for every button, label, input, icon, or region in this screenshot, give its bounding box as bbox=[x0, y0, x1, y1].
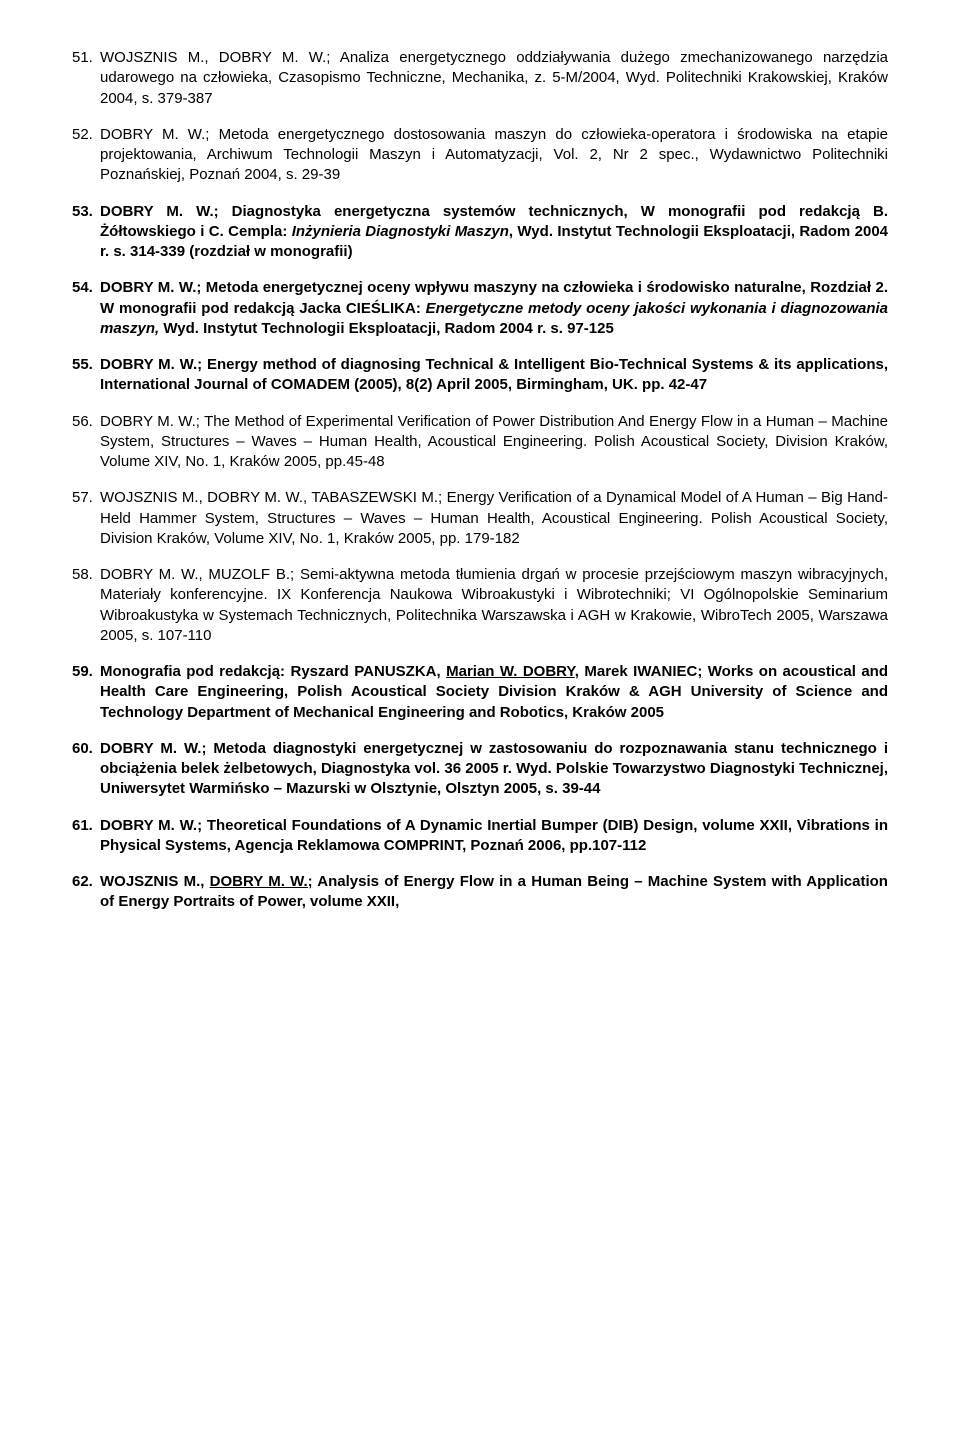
entry-text: DOBRY M. W.; Theoretical Foundations of … bbox=[100, 817, 888, 854]
entry-number: 56. bbox=[72, 412, 100, 473]
entry-body: WOJSZNIS M., DOBRY M. W., TABASZEWSKI M.… bbox=[100, 488, 888, 549]
bibliography-entry: 56.DOBRY M. W.; The Method of Experiment… bbox=[72, 412, 888, 473]
bibliography-entry: 62.WOJSZNIS M., DOBRY M. W.; Analysis of… bbox=[72, 872, 888, 913]
entry-text: , Marek IWANIEC bbox=[575, 663, 698, 680]
entry-text: Monografia pod redakcją: Ryszard PANUSZK… bbox=[100, 663, 446, 680]
entry-number: 54. bbox=[72, 278, 100, 339]
entry-text: Inżynieria Diagnostyki Maszyn bbox=[292, 223, 509, 240]
entry-text: Wyd. Instytut Technologii Eksploatacji, … bbox=[163, 320, 613, 337]
entry-body: DOBRY M. W.; Energy method of diagnosing… bbox=[100, 355, 888, 396]
entry-number: 55. bbox=[72, 355, 100, 396]
entry-body: DOBRY M. W.; Metoda energetycznej oceny … bbox=[100, 278, 888, 339]
bibliography-entry: 57.WOJSZNIS M., DOBRY M. W., TABASZEWSKI… bbox=[72, 488, 888, 549]
entry-body: DOBRY M. W.; Theoretical Foundations of … bbox=[100, 816, 888, 857]
entry-text: DOBRY M. W.; Metoda diagnostyki energety… bbox=[100, 740, 888, 798]
bibliography-list: 51.WOJSZNIS M., DOBRY M. W.; Analiza ene… bbox=[72, 48, 888, 913]
entry-number: 53. bbox=[72, 202, 100, 263]
bibliography-entry: 53.DOBRY M. W.; Diagnostyka energetyczna… bbox=[72, 202, 888, 263]
bibliography-entry: 61.DOBRY M. W.; Theoretical Foundations … bbox=[72, 816, 888, 857]
bibliography-entry: 54.DOBRY M. W.; Metoda energetycznej oce… bbox=[72, 278, 888, 339]
entry-body: Monografia pod redakcją: Ryszard PANUSZK… bbox=[100, 662, 888, 723]
entry-body: DOBRY M. W., MUZOLF B.; Semi-aktywna met… bbox=[100, 565, 888, 646]
entry-body: DOBRY M. W.; Metoda diagnostyki energety… bbox=[100, 739, 888, 800]
entry-text: DOBRY M. W., MUZOLF B.; Semi-aktywna met… bbox=[100, 566, 888, 644]
entry-body: DOBRY M. W.; Metoda energetycznego dosto… bbox=[100, 125, 888, 186]
entry-number: 61. bbox=[72, 816, 100, 857]
entry-number: 59. bbox=[72, 662, 100, 723]
entry-body: WOJSZNIS M., DOBRY M. W.; Analiza energe… bbox=[100, 48, 888, 109]
entry-body: WOJSZNIS M., DOBRY M. W.; Analysis of En… bbox=[100, 872, 888, 913]
entry-number: 51. bbox=[72, 48, 100, 109]
entry-text: WOJSZNIS M., bbox=[100, 873, 210, 890]
entry-text: WOJSZNIS M., DOBRY M. W.; Analiza energe… bbox=[100, 49, 888, 107]
entry-number: 52. bbox=[72, 125, 100, 186]
entry-number: 57. bbox=[72, 488, 100, 549]
entry-text: DOBRY M. W.; The Method of Experimental … bbox=[100, 413, 888, 471]
entry-body: DOBRY M. W.; The Method of Experimental … bbox=[100, 412, 888, 473]
entry-number: 62. bbox=[72, 872, 100, 913]
entry-body: DOBRY M. W.; Diagnostyka energetyczna sy… bbox=[100, 202, 888, 263]
entry-text: Marian W. DOBRY bbox=[446, 663, 575, 680]
bibliography-entry: 60.DOBRY M. W.; Metoda diagnostyki energ… bbox=[72, 739, 888, 800]
entry-number: 60. bbox=[72, 739, 100, 800]
bibliography-entry: 52.DOBRY M. W.; Metoda energetycznego do… bbox=[72, 125, 888, 186]
bibliography-entry: 51.WOJSZNIS M., DOBRY M. W.; Analiza ene… bbox=[72, 48, 888, 109]
entry-number: 58. bbox=[72, 565, 100, 646]
entry-text: DOBRY M. W.; Energy method of diagnosing… bbox=[100, 356, 888, 393]
entry-text: DOBRY M. W.; Metoda energetycznego dosto… bbox=[100, 126, 888, 184]
entry-text: DOBRY M. W.; bbox=[210, 873, 313, 890]
entry-text: WOJSZNIS M., DOBRY M. W., TABASZEWSKI M.… bbox=[100, 489, 888, 547]
bibliography-entry: 59.Monografia pod redakcją: Ryszard PANU… bbox=[72, 662, 888, 723]
bibliography-entry: 55.DOBRY M. W.; Energy method of diagnos… bbox=[72, 355, 888, 396]
bibliography-entry: 58.DOBRY M. W., MUZOLF B.; Semi-aktywna … bbox=[72, 565, 888, 646]
